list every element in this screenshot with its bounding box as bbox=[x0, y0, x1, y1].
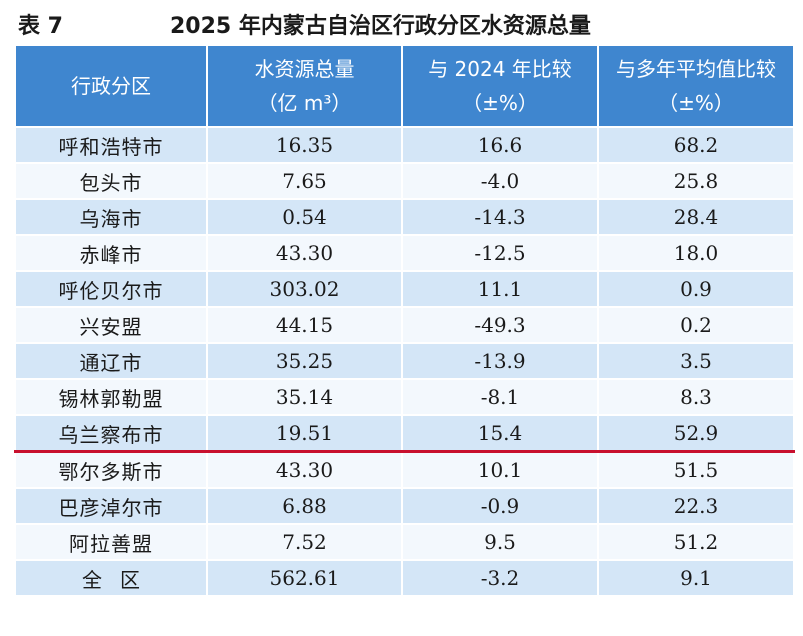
table-row: 乌海市 0.54 -14.3 28.4 bbox=[14, 198, 795, 236]
table-row: 乌兰察布市 19.51 15.4 52.9 bbox=[14, 414, 795, 453]
total-cell: 7.65 bbox=[206, 162, 403, 200]
vs-2024-cell: 10.1 bbox=[401, 450, 599, 489]
table-row: 锡林郭勒盟 35.14 -8.1 8.3 bbox=[14, 378, 795, 416]
header-region: 行政分区 bbox=[14, 44, 208, 128]
region-cell: 通辽市 bbox=[14, 342, 208, 380]
table-row: 兴安盟 44.15 -49.3 0.2 bbox=[14, 306, 795, 344]
region-cell: 呼伦贝尔市 bbox=[14, 270, 208, 308]
total-cell: 6.88 bbox=[206, 487, 403, 525]
table-row: 呼和浩特市 16.35 16.6 68.2 bbox=[14, 126, 795, 164]
vs-2024-cell: 11.1 bbox=[401, 270, 599, 308]
vs-average-cell: 8.3 bbox=[597, 378, 795, 416]
total-cell: 19.51 bbox=[206, 414, 403, 453]
header-total: 水资源总量 （亿 m³） bbox=[206, 44, 403, 128]
table-row: 巴彦淖尔市 6.88 -0.9 22.3 bbox=[14, 487, 795, 525]
vs-average-cell: 51.2 bbox=[597, 523, 795, 561]
vs-average-cell: 18.0 bbox=[597, 234, 795, 272]
total-cell: 43.30 bbox=[206, 234, 403, 272]
region-cell: 巴彦淖尔市 bbox=[14, 487, 208, 525]
vs-2024-cell: -8.1 bbox=[401, 378, 599, 416]
table-row: 通辽市 35.25 -13.9 3.5 bbox=[14, 342, 795, 380]
table-row: 全区 562.61 -3.2 9.1 bbox=[14, 559, 795, 597]
header-vs-average: 与多年平均值比较 （±%） bbox=[597, 44, 795, 128]
vs-average-cell: 28.4 bbox=[597, 198, 795, 236]
vs-average-cell: 52.9 bbox=[597, 414, 795, 453]
region-cell: 呼和浩特市 bbox=[14, 126, 208, 164]
vs-2024-cell: -49.3 bbox=[401, 306, 599, 344]
total-cell: 7.52 bbox=[206, 523, 403, 561]
vs-average-cell: 3.5 bbox=[597, 342, 795, 380]
header-row: 行政分区 水资源总量 （亿 m³） 与 2024 年比较 （±%） 与多年平均值… bbox=[14, 44, 795, 128]
vs-average-cell: 51.5 bbox=[597, 450, 795, 489]
total-cell: 35.14 bbox=[206, 378, 403, 416]
vs-2024-cell: -4.0 bbox=[401, 162, 599, 200]
total-cell: 44.15 bbox=[206, 306, 403, 344]
region-cell: 乌海市 bbox=[14, 198, 208, 236]
region-cell: 乌兰察布市 bbox=[14, 414, 208, 453]
table-row: 包头市 7.65 -4.0 25.8 bbox=[14, 162, 795, 200]
water-resources-table: 行政分区 水资源总量 （亿 m³） 与 2024 年比较 （±%） 与多年平均值… bbox=[14, 44, 795, 597]
header-vs-2024: 与 2024 年比较 （±%） bbox=[401, 44, 599, 128]
vs-2024-cell: -3.2 bbox=[401, 559, 599, 597]
vs-2024-cell: -13.9 bbox=[401, 342, 599, 380]
vs-2024-cell: 15.4 bbox=[401, 414, 599, 453]
region-cell: 赤峰市 bbox=[14, 234, 208, 272]
vs-average-cell: 9.1 bbox=[597, 559, 795, 597]
table-row: 赤峰市 43.30 -12.5 18.0 bbox=[14, 234, 795, 272]
vs-2024-cell: 9.5 bbox=[401, 523, 599, 561]
vs-2024-cell: 16.6 bbox=[401, 126, 599, 164]
table-row: 鄂尔多斯市 43.30 10.1 51.5 bbox=[14, 450, 795, 489]
total-cell: 43.30 bbox=[206, 450, 403, 489]
vs-average-cell: 0.9 bbox=[597, 270, 795, 308]
vs-2024-cell: -0.9 bbox=[401, 487, 599, 525]
region-cell: 阿拉善盟 bbox=[14, 523, 208, 561]
table-number: 表 7 bbox=[18, 14, 63, 39]
total-cell: 562.61 bbox=[206, 559, 403, 597]
vs-average-cell: 68.2 bbox=[597, 126, 795, 164]
vs-average-cell: 25.8 bbox=[597, 162, 795, 200]
total-cell: 16.35 bbox=[206, 126, 403, 164]
table-title: 2025 年内蒙古自治区行政分区水资源总量 bbox=[170, 14, 591, 39]
table-row: 阿拉善盟 7.52 9.5 51.2 bbox=[14, 523, 795, 561]
total-cell: 303.02 bbox=[206, 270, 403, 308]
vs-2024-cell: -14.3 bbox=[401, 198, 599, 236]
region-cell: 锡林郭勒盟 bbox=[14, 378, 208, 416]
region-cell: 鄂尔多斯市 bbox=[14, 450, 208, 489]
region-cell: 全区 bbox=[14, 559, 208, 597]
table-caption: 表 7 2025 年内蒙古自治区行政分区水资源总量 bbox=[0, 0, 803, 42]
region-cell: 兴安盟 bbox=[14, 306, 208, 344]
region-cell: 包头市 bbox=[14, 162, 208, 200]
vs-average-cell: 0.2 bbox=[597, 306, 795, 344]
total-cell: 0.54 bbox=[206, 198, 403, 236]
table-row: 呼伦贝尔市 303.02 11.1 0.9 bbox=[14, 270, 795, 308]
vs-2024-cell: -12.5 bbox=[401, 234, 599, 272]
vs-average-cell: 22.3 bbox=[597, 487, 795, 525]
total-cell: 35.25 bbox=[206, 342, 403, 380]
